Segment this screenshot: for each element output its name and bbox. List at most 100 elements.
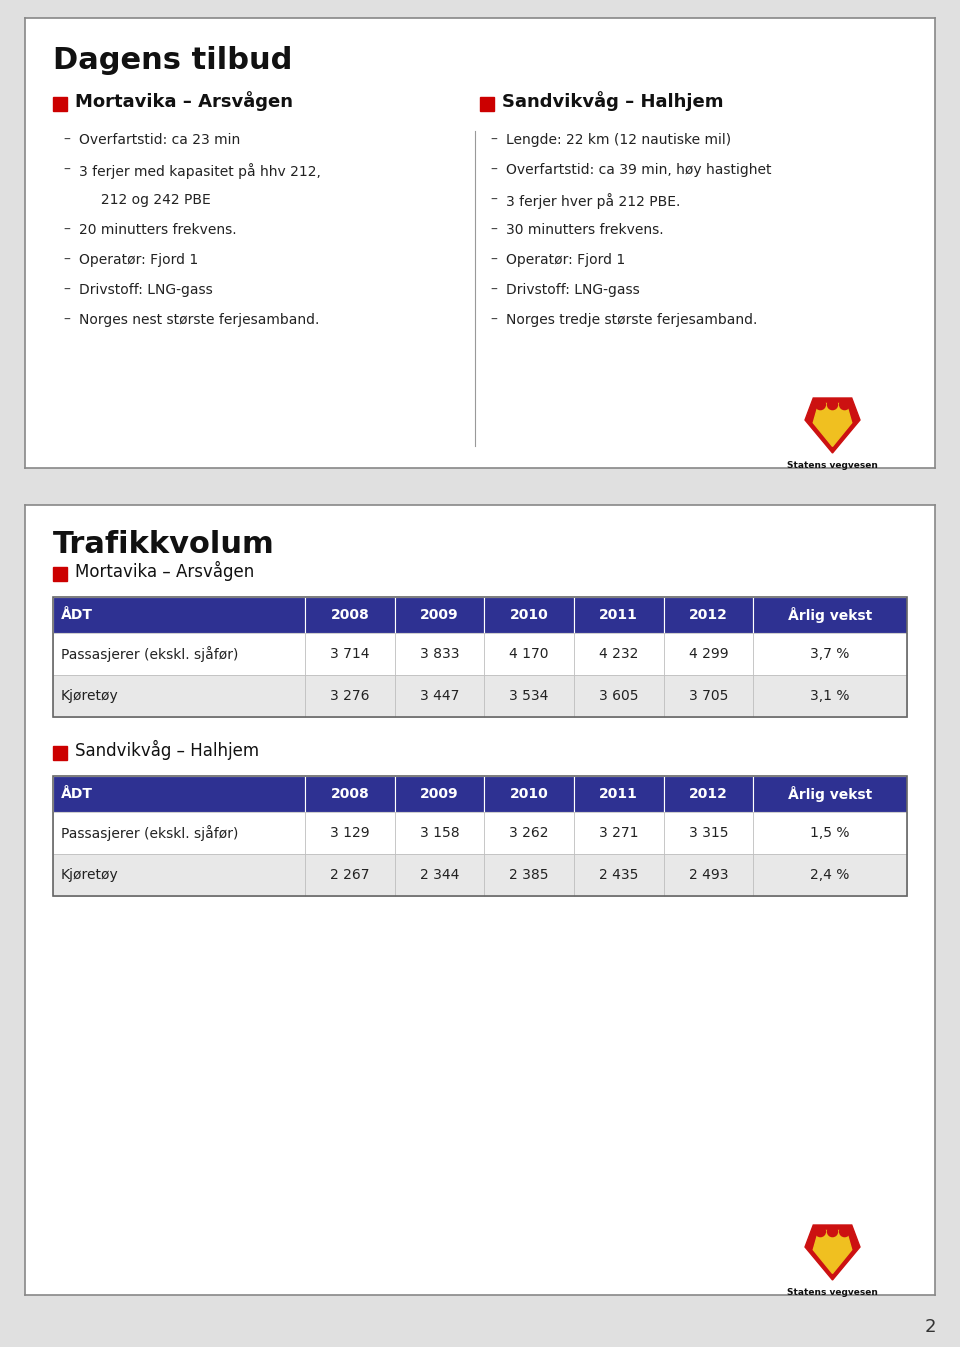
Bar [53, 597, 907, 717]
Text: 2012: 2012 [689, 787, 728, 801]
Text: 212 og 242 PBE: 212 og 242 PBE [79, 193, 211, 207]
Text: Drivstoff: LNG-gass: Drivstoff: LNG-gass [506, 283, 639, 296]
Polygon shape [805, 397, 860, 453]
Bar [574, 675, 663, 717]
Circle shape [828, 1227, 837, 1237]
Text: 2012: 2012 [689, 607, 728, 622]
Text: Sandvikvåg – Halhjem: Sandvikvåg – Halhjem [75, 740, 259, 760]
Bar [305, 597, 395, 633]
Text: Drivstoff: LNG-gass: Drivstoff: LNG-gass [79, 283, 213, 296]
Text: 4 232: 4 232 [599, 647, 638, 661]
Text: Lengde: 22 km (12 nautiske mil): Lengde: 22 km (12 nautiske mil) [506, 133, 732, 147]
Bar [574, 633, 663, 675]
Text: 2011: 2011 [599, 607, 638, 622]
Bar [663, 812, 754, 854]
Bar [395, 854, 484, 896]
Text: –: – [490, 313, 497, 327]
Bar [53, 597, 305, 633]
Bar [663, 776, 754, 812]
Bar [480, 97, 494, 110]
Text: 2010: 2010 [510, 607, 548, 622]
Text: –: – [490, 283, 497, 296]
Bar [53, 776, 305, 812]
Bar [754, 776, 907, 812]
Bar [574, 812, 663, 854]
Text: Dagens tilbud: Dagens tilbud [53, 46, 293, 75]
Text: 20 minutters frekvens.: 20 minutters frekvens. [79, 224, 236, 237]
Bar [305, 812, 395, 854]
Text: 30 minutters frekvens.: 30 minutters frekvens. [506, 224, 663, 237]
Text: 2008: 2008 [330, 607, 370, 622]
Text: Trafikkvolum: Trafikkvolum [53, 529, 275, 559]
Text: –: – [490, 253, 497, 267]
Text: 3 315: 3 315 [688, 826, 729, 841]
Bar [53, 567, 67, 581]
Text: 2 493: 2 493 [688, 867, 729, 882]
Text: 2: 2 [924, 1319, 936, 1336]
Text: ÅDT: ÅDT [61, 787, 93, 801]
Text: Operatør: Fjord 1: Operatør: Fjord 1 [506, 253, 625, 267]
Bar [574, 597, 663, 633]
Text: Passasjerer (ekskl. sjåfør): Passasjerer (ekskl. sjåfør) [61, 647, 238, 661]
Text: 2 385: 2 385 [510, 867, 549, 882]
Text: –: – [490, 193, 497, 207]
Text: –: – [63, 313, 70, 327]
Text: 3 271: 3 271 [599, 826, 638, 841]
Bar [754, 675, 907, 717]
Bar [574, 854, 663, 896]
Text: 3 534: 3 534 [510, 690, 549, 703]
Bar [484, 633, 574, 675]
Text: 2009: 2009 [420, 607, 459, 622]
Text: 2,4 %: 2,4 % [810, 867, 850, 882]
Text: 3 605: 3 605 [599, 690, 638, 703]
Text: 2011: 2011 [599, 787, 638, 801]
Text: Sandvikvåg – Halhjem: Sandvikvåg – Halhjem [502, 92, 724, 110]
Text: –: – [63, 283, 70, 296]
Text: 3,1 %: 3,1 % [810, 690, 850, 703]
Text: 2 267: 2 267 [330, 867, 370, 882]
Text: Mortavika – Arsvågen: Mortavika – Arsvågen [75, 92, 293, 110]
Text: Årlig vekst: Årlig vekst [788, 607, 873, 624]
Text: ÅDT: ÅDT [61, 607, 93, 622]
Text: Statens vegvesen: Statens vegvesen [786, 461, 877, 470]
Circle shape [815, 400, 826, 409]
Bar [484, 597, 574, 633]
Text: –: – [63, 253, 70, 267]
Text: Overfartstid: ca 39 min, høy hastighet: Overfartstid: ca 39 min, høy hastighet [506, 163, 772, 176]
Text: –: – [63, 163, 70, 176]
Bar [484, 812, 574, 854]
Bar [53, 675, 305, 717]
Text: 3 262: 3 262 [510, 826, 549, 841]
Bar [395, 633, 484, 675]
Text: 3 447: 3 447 [420, 690, 459, 703]
Text: 2008: 2008 [330, 787, 370, 801]
Text: –: – [490, 224, 497, 237]
Bar [53, 746, 67, 760]
Circle shape [840, 1227, 850, 1237]
Text: 3 ferjer hver på 212 PBE.: 3 ferjer hver på 212 PBE. [506, 193, 681, 209]
Text: –: – [63, 133, 70, 147]
Bar [305, 854, 395, 896]
Circle shape [828, 400, 837, 409]
Text: Årlig vekst: Årlig vekst [788, 787, 873, 801]
Text: Statens vegvesen: Statens vegvesen [786, 1288, 877, 1297]
Bar [305, 633, 395, 675]
Bar [305, 675, 395, 717]
Text: 3 ferjer med kapasitet på hhv 212,: 3 ferjer med kapasitet på hhv 212, [79, 163, 321, 179]
Text: 3 705: 3 705 [688, 690, 728, 703]
Bar [663, 854, 754, 896]
Text: 3 129: 3 129 [330, 826, 370, 841]
Text: Kjøretøy: Kjøretøy [61, 867, 119, 882]
Text: Operatør: Fjord 1: Operatør: Fjord 1 [79, 253, 199, 267]
Bar [663, 633, 754, 675]
Bar [395, 675, 484, 717]
Bar [53, 633, 305, 675]
Bar [484, 675, 574, 717]
Text: Passasjerer (ekskl. sjåfør): Passasjerer (ekskl. sjåfør) [61, 824, 238, 841]
Text: –: – [490, 133, 497, 147]
Polygon shape [813, 1231, 852, 1273]
Text: 2010: 2010 [510, 787, 548, 801]
Polygon shape [805, 1224, 860, 1280]
Text: –: – [490, 163, 497, 176]
Bar [754, 812, 907, 854]
